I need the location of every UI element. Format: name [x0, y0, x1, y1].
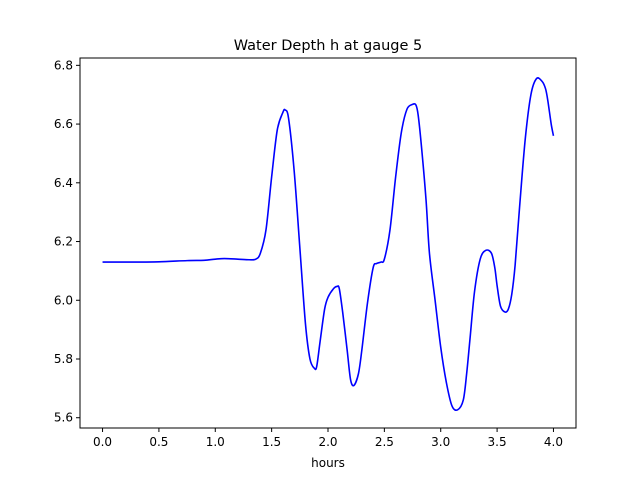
y-tick-label: 6.2	[54, 235, 73, 249]
x-tick-label: 4.0	[544, 435, 563, 449]
x-tick-label: 2.5	[375, 435, 394, 449]
plot-frame	[79, 57, 577, 429]
y-tick-label: 5.8	[54, 352, 73, 366]
x-tick-label: 0.5	[149, 435, 168, 449]
y-tick-label: 6.0	[54, 293, 73, 307]
x-tick-label: 0.0	[93, 435, 112, 449]
series-line-0	[102, 77, 555, 412]
chart-title: Water Depth h at gauge 5	[234, 38, 422, 54]
x-axis: 0.0 0.5 1.0 1.5 2.0 2.5 3.0 3.5 4.0	[93, 428, 563, 449]
y-tick-label: 6.4	[54, 176, 73, 190]
y-axis: 5.6 5.8 6.0 6.2 6.4 6.6 6.8	[54, 58, 80, 425]
x-tick-label: 2.0	[318, 435, 337, 449]
x-axis-label: hours	[311, 456, 345, 470]
plot-area	[102, 77, 555, 412]
x-tick-label: 1.5	[262, 435, 281, 449]
y-tick-label: 5.6	[54, 411, 73, 425]
x-tick-label: 1.0	[206, 435, 225, 449]
x-tick-label: 3.0	[431, 435, 450, 449]
y-tick-label: 6.8	[54, 58, 73, 72]
y-tick-label: 6.6	[54, 117, 73, 131]
x-tick-label: 3.5	[488, 435, 507, 449]
